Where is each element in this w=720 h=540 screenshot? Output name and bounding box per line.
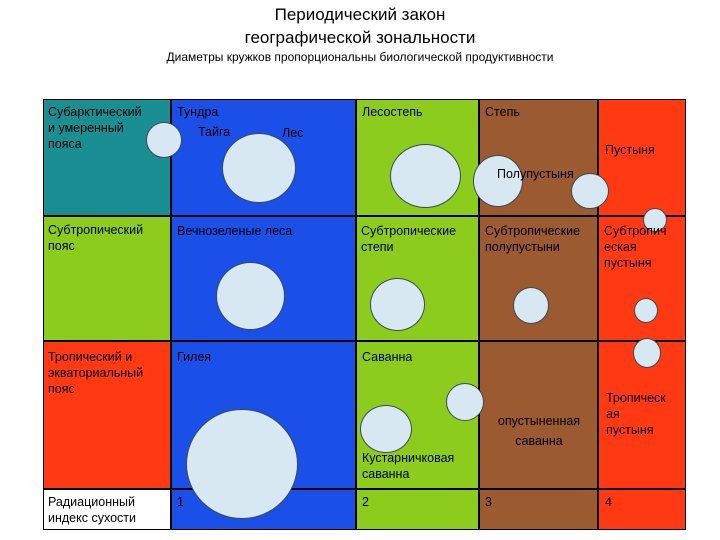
label-shrub-savanna: Кустарничковая саванна (362, 451, 455, 481)
circle-desert-2 (643, 208, 667, 232)
index-4: 4 (605, 495, 612, 509)
index-2: 2 (362, 495, 369, 509)
cell-r4-c0 (43, 489, 171, 530)
label-evergreen-forests: Вечнозеленые леса (177, 224, 293, 238)
cell-r2-c0 (43, 216, 171, 341)
row-label-tropical: Тропический и экваториальный пояс (48, 350, 144, 396)
row-label-subarctic: Субарктический и умеренный пояса (48, 105, 142, 151)
label-step: Степь (485, 105, 520, 119)
row-label-aridity-index: Радиационный индекс сухости (48, 495, 136, 525)
circle-desert-savanna (446, 383, 484, 421)
cell-r4-c3 (479, 489, 598, 530)
label-savanna: Саванна (362, 350, 413, 364)
circle-semidesert (473, 155, 523, 207)
row-label-subtropical: Субтропический пояс (48, 223, 144, 253)
label-lesostep: Лесостепь (362, 105, 423, 119)
circle-subtrop-steppe (370, 278, 425, 331)
label-les: Лес (282, 126, 304, 140)
circle-evergreen (216, 262, 285, 330)
circle-subtrop-semidesert (513, 287, 549, 324)
circle-subtrop-desert (634, 298, 658, 323)
cell-r1-c4 (598, 99, 686, 216)
label-pustynya: Пустыня (605, 143, 655, 157)
cell-r3-c3 (479, 341, 598, 489)
label-desert-savanna: опустыненная саванна (497, 414, 581, 448)
label-gileya: Гилея (177, 350, 212, 364)
cell-r4-c4 (598, 489, 686, 530)
index-1: 1 (177, 495, 184, 509)
cell-r3-c0 (43, 341, 171, 489)
index-3: 3 (485, 495, 492, 509)
circle-forest-steppe (390, 144, 461, 208)
circle-subarctic (146, 122, 182, 158)
label-subtrop-desert: Субтропич еская пустыня (604, 224, 667, 270)
label-taiga: Тайга (198, 125, 231, 139)
subtitle: Диаметры кружков пропорциональны биологи… (166, 50, 554, 64)
cell-r1-c0 (43, 99, 171, 216)
label-trop-desert: Тропическ ая пустыня (606, 391, 666, 437)
label-subtrop-semidesert: Субтропические полупустыни (485, 224, 581, 254)
label-tundra: Тундра (177, 105, 219, 119)
circle-shrub-savanna (360, 405, 412, 453)
circle-forest (222, 133, 296, 203)
title-line-1: Периодический закон (274, 5, 446, 24)
label-polupustynya: Полупустыня (497, 167, 574, 181)
circle-trop-desert (633, 338, 661, 368)
circle-desert-1 (571, 173, 609, 209)
title-line-2: географической зональности (244, 28, 476, 47)
cell-r4-c2 (356, 489, 479, 530)
label-subtrop-steppe: Субтропические степи (361, 224, 457, 254)
circle-gileya (186, 409, 298, 519)
